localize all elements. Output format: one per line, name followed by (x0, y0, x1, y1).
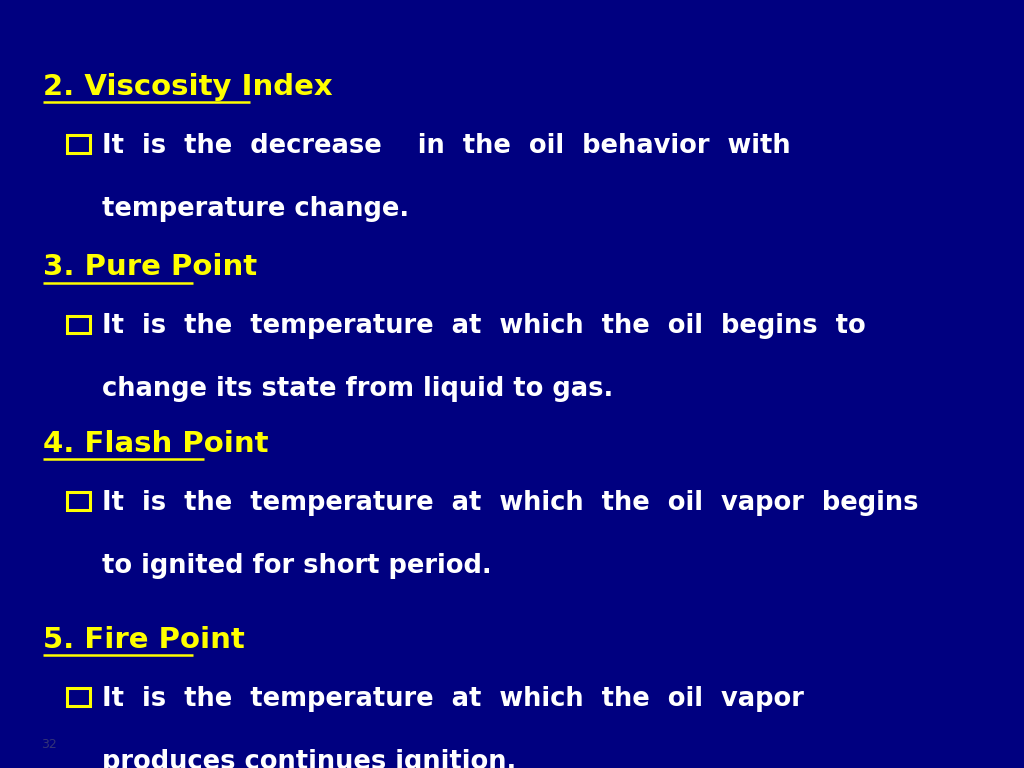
Text: It  is  the  temperature  at  which  the  oil  vapor  begins: It is the temperature at which the oil v… (102, 490, 919, 516)
FancyBboxPatch shape (67, 492, 90, 510)
FancyBboxPatch shape (67, 688, 90, 706)
Text: 3. Pure Point: 3. Pure Point (43, 253, 257, 281)
Text: It  is  the  temperature  at  which  the  oil  begins  to: It is the temperature at which the oil b… (102, 313, 866, 339)
FancyBboxPatch shape (67, 316, 90, 333)
Text: 32: 32 (41, 738, 56, 751)
Text: It  is  the  decrease    in  the  oil  behavior  with: It is the decrease in the oil behavior w… (102, 133, 791, 159)
Text: produces continues ignition.: produces continues ignition. (102, 749, 517, 768)
FancyBboxPatch shape (67, 135, 90, 153)
Text: 4. Flash Point: 4. Flash Point (43, 430, 268, 458)
Text: It  is  the  temperature  at  which  the  oil  vapor: It is the temperature at which the oil v… (102, 686, 804, 712)
Text: 5. Fire Point: 5. Fire Point (43, 626, 245, 654)
Text: temperature change.: temperature change. (102, 196, 410, 222)
Text: to ignited for short period.: to ignited for short period. (102, 553, 492, 579)
Text: 2. Viscosity Index: 2. Viscosity Index (43, 73, 333, 101)
Text: change its state from liquid to gas.: change its state from liquid to gas. (102, 376, 613, 402)
